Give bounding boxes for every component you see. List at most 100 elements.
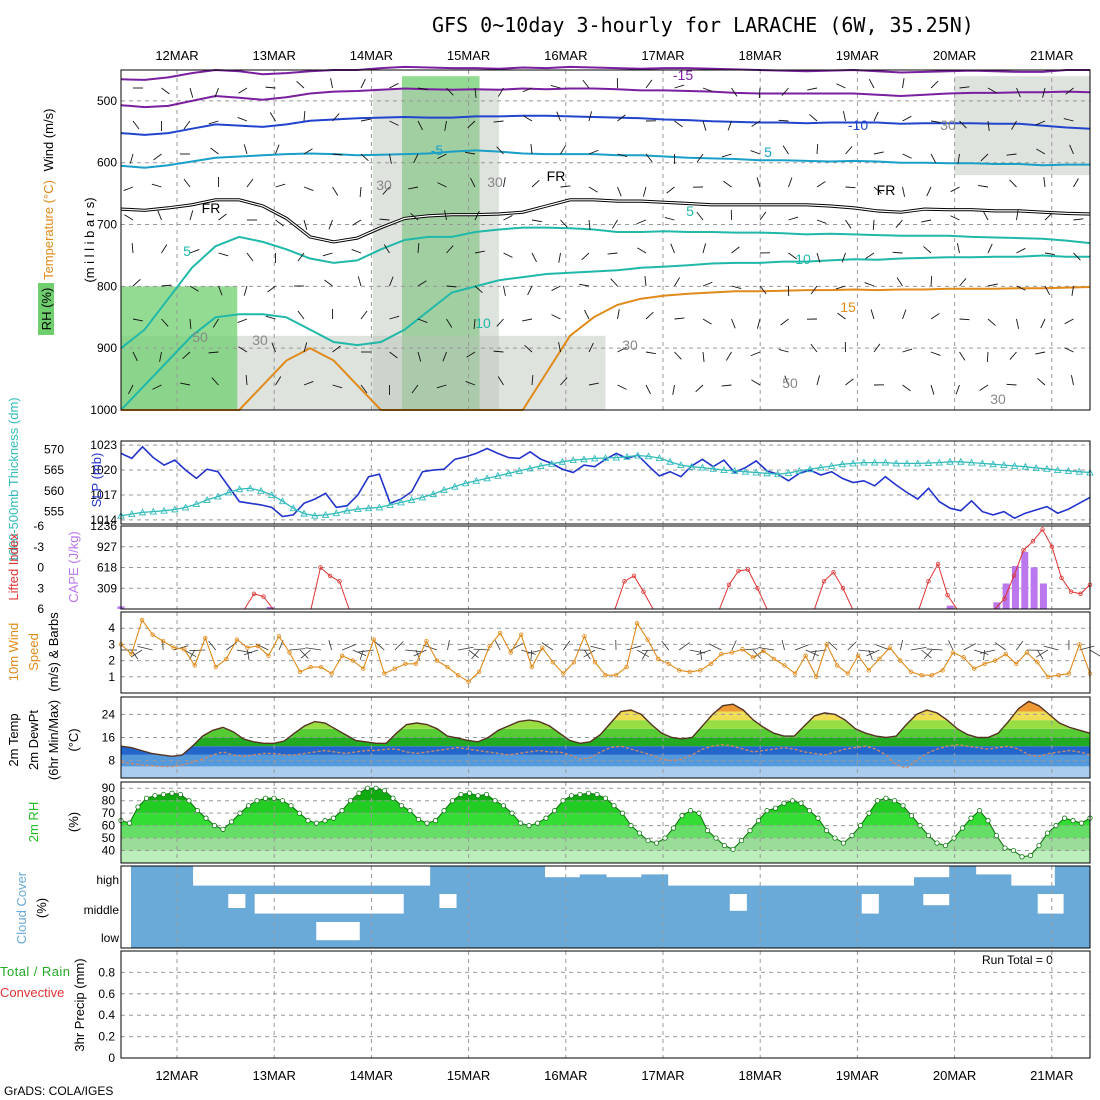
rh-marker xyxy=(832,835,838,841)
rh-marker xyxy=(237,810,243,816)
wind-barb xyxy=(218,285,223,296)
cloud-bar xyxy=(658,922,669,948)
cloud-bar xyxy=(799,922,809,948)
wind-barb xyxy=(664,216,675,221)
wind-barb xyxy=(979,384,989,391)
wind-barb xyxy=(413,649,427,657)
cloud-bar xyxy=(465,894,475,922)
cloud-tick-label: high xyxy=(96,873,119,887)
wind-barb xyxy=(153,153,162,161)
cloud-bar xyxy=(482,922,493,948)
cloud-bar xyxy=(852,885,862,894)
thickness-marker xyxy=(343,506,351,514)
wind-barb xyxy=(921,219,932,223)
cloud-bar xyxy=(271,885,282,894)
wind-speed-marker xyxy=(603,672,608,678)
rh-marker xyxy=(211,823,218,829)
precip-tick-label: 0.2 xyxy=(98,1030,115,1044)
cloud-bar xyxy=(984,894,994,922)
wind-barb xyxy=(471,649,480,660)
rh-marker xyxy=(993,832,1000,839)
cloud-bar xyxy=(738,910,748,922)
rh-tick-label: 70 xyxy=(102,806,116,820)
cloud-bar xyxy=(623,877,633,894)
rh-marker xyxy=(254,798,260,804)
cloud-bar xyxy=(931,905,941,922)
temp-band xyxy=(121,701,1090,703)
wind-speed-marker xyxy=(1024,650,1030,655)
top-date-label: 20MAR xyxy=(933,48,976,63)
lifted-index-marker xyxy=(755,586,760,591)
cloud-bar xyxy=(949,866,959,894)
thickness-marker xyxy=(311,511,319,519)
wind-barb xyxy=(702,87,713,92)
wind-barb xyxy=(645,153,653,163)
wind-speed-marker xyxy=(466,679,471,684)
cloud-bar xyxy=(720,894,730,922)
cloud-bar xyxy=(746,894,757,922)
cloud-bar xyxy=(394,913,405,922)
cloud-bar xyxy=(166,922,176,948)
cloud-bar xyxy=(271,922,282,948)
rh-marker xyxy=(628,823,634,829)
cloud-bar xyxy=(465,922,475,948)
wind-barb xyxy=(417,280,427,287)
thickness-marker xyxy=(569,456,577,464)
wind-barb xyxy=(731,87,738,97)
rh-marker xyxy=(619,810,626,816)
wind-barb xyxy=(742,648,759,651)
cloud-bar xyxy=(262,885,273,894)
wind-barb xyxy=(731,285,742,290)
wind10m-panel: 4 3 2 1 10m Wind Speed (m/s) & Barbs xyxy=(6,611,1100,694)
cloud-bar xyxy=(975,922,985,948)
thickness-marker xyxy=(849,459,857,467)
wind-barb xyxy=(132,120,140,130)
rh-marker xyxy=(959,825,966,831)
cloud-bar xyxy=(227,908,238,922)
contour-label: 30 xyxy=(487,174,503,190)
thickness-marker xyxy=(946,457,954,465)
wind-barb xyxy=(756,177,761,188)
lifted-index-marker xyxy=(641,589,646,594)
cloud-bar xyxy=(430,866,440,894)
contour-label: FR xyxy=(202,200,221,216)
wind-speed-marker xyxy=(276,634,282,639)
wind-barb xyxy=(236,649,253,654)
cloud-bar xyxy=(993,874,1003,894)
cloud-bar xyxy=(412,894,422,922)
wind-barb xyxy=(617,309,620,320)
upper-air-panel: 500 600 700 800 900 1000 -15 -10 -5 FR FR FR 5 5 5 10 10… xyxy=(38,65,1091,417)
cloud-bar xyxy=(535,894,546,922)
wind-speed-marker xyxy=(497,630,503,636)
wind-barb xyxy=(994,642,1006,651)
wind-barb xyxy=(809,114,818,122)
rh-marker xyxy=(679,813,685,819)
cloud-bar xyxy=(289,885,299,894)
wind-barb xyxy=(493,120,504,123)
cloud-bar xyxy=(412,922,422,948)
slp-tick-label: 1017 xyxy=(90,488,117,502)
wind-barb xyxy=(699,649,703,661)
wind-barb xyxy=(778,119,789,122)
cloud-bar xyxy=(333,885,343,894)
wind-barb xyxy=(522,87,533,93)
cloud-bar xyxy=(729,885,739,894)
thickness-marker xyxy=(1043,464,1051,472)
cloud-bar xyxy=(711,922,721,948)
wind-barb xyxy=(437,153,447,159)
cloud-bar xyxy=(632,922,642,948)
wind-barb xyxy=(1016,285,1026,291)
wind-barb xyxy=(845,378,854,386)
cloud-bar xyxy=(755,922,765,948)
cloud-bar xyxy=(368,885,378,894)
wind-barb xyxy=(1043,177,1046,188)
isotherm-line xyxy=(120,114,1091,136)
wind-barb xyxy=(382,186,390,195)
wind-barb xyxy=(588,186,598,193)
slp-tick-label: 1020 xyxy=(90,463,117,477)
wind-barb xyxy=(721,384,732,387)
thickness-marker xyxy=(644,452,653,460)
cloud-bar xyxy=(1002,922,1012,948)
cloud-bar xyxy=(298,885,308,894)
contour-label: -5 xyxy=(431,142,444,158)
